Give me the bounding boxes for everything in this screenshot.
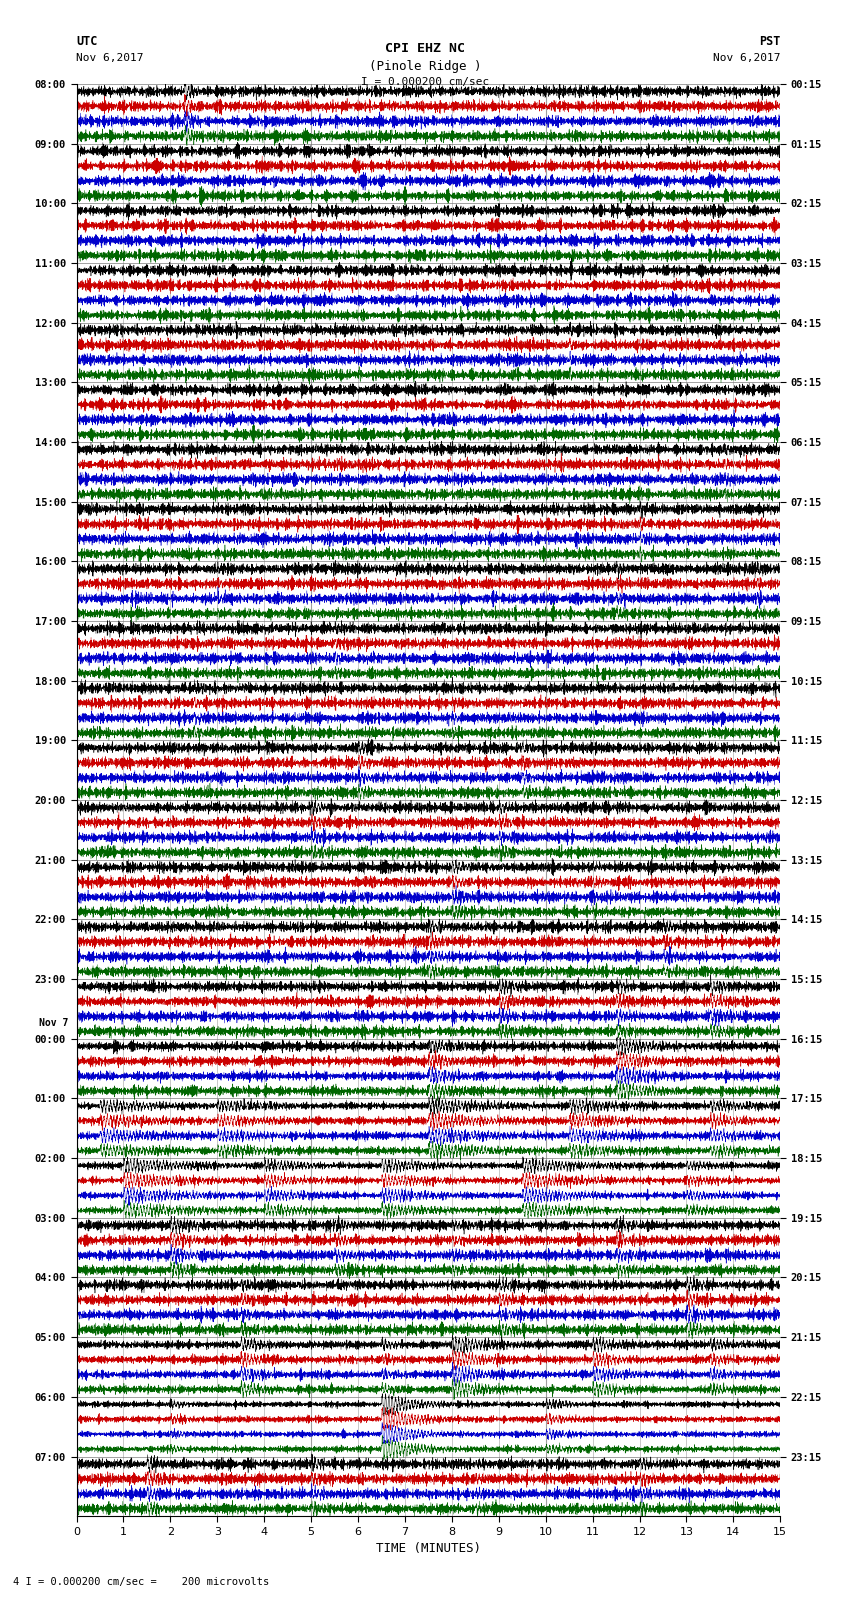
X-axis label: TIME (MINUTES): TIME (MINUTES): [376, 1542, 481, 1555]
Text: I = 0.000200 cm/sec: I = 0.000200 cm/sec: [361, 77, 489, 87]
Text: UTC: UTC: [76, 35, 98, 48]
Text: PST: PST: [759, 35, 780, 48]
Text: Nov 6,2017: Nov 6,2017: [76, 53, 144, 63]
Text: Nov 7: Nov 7: [39, 1018, 68, 1027]
Text: CPI EHZ NC: CPI EHZ NC: [385, 42, 465, 55]
Text: 4 I = 0.000200 cm/sec =    200 microvolts: 4 I = 0.000200 cm/sec = 200 microvolts: [13, 1578, 269, 1587]
Text: Nov 6,2017: Nov 6,2017: [713, 53, 780, 63]
Text: (Pinole Ridge ): (Pinole Ridge ): [369, 60, 481, 73]
